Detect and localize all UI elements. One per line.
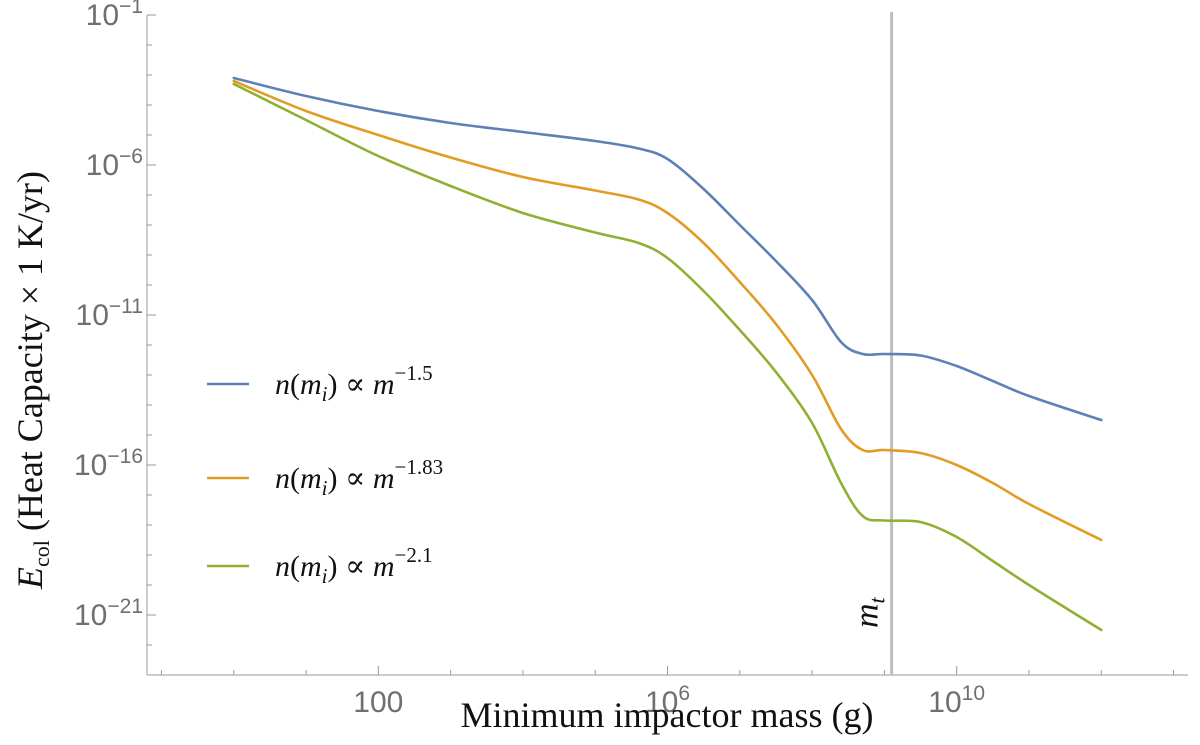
legend-var: m <box>373 462 395 495</box>
y-tick-exponent: −16 <box>107 445 143 468</box>
legend-var: m <box>373 368 395 401</box>
legend-func: n <box>275 368 290 401</box>
legend-exponent: −1.83 <box>395 455 444 479</box>
x-tick-base: 100 <box>353 686 403 719</box>
legend-arg-subscript: i <box>322 564 328 588</box>
y-tick-exponent: −6 <box>119 145 143 168</box>
legend-arg-subscript: i <box>322 476 328 500</box>
legend-relation: ∝ <box>338 368 373 401</box>
legend-paren-close: ) <box>328 550 338 583</box>
y-axis-symbol: E <box>10 567 50 590</box>
legend-exponent: −2.1 <box>395 543 433 567</box>
y-tick-label: 10−6 <box>86 145 143 182</box>
series-lines <box>232 76 1103 632</box>
legend-var: m <box>373 550 395 583</box>
legend-arg: m <box>300 368 322 401</box>
legend-relation: ∝ <box>338 462 373 495</box>
y-axis-spacer <box>10 531 50 540</box>
legend-arg-subscript: i <box>322 382 328 406</box>
series-line-2 <box>232 79 1103 542</box>
legend-func: n <box>275 462 290 495</box>
legend: n(mi) ∝ m−1.5n(mi) ∝ m−1.83n(mi) ∝ m−2.1 <box>207 361 443 588</box>
threshold-label: mt <box>849 596 890 628</box>
legend-item-2: n(mi) ∝ m−1.83 <box>207 455 443 500</box>
legend-paren-open: ( <box>290 550 300 583</box>
legend-item-3: n(mi) ∝ m−2.1 <box>207 543 433 588</box>
legend-label: n(mi) ∝ m−2.1 <box>275 543 433 588</box>
y-tick-exponent: −11 <box>109 295 143 318</box>
y-tick-label: 10−1 <box>86 0 143 32</box>
x-tick-label: 1010 <box>928 682 985 719</box>
y-axis-title-text: Ecol (Heat Capacity × 1 K/yr) <box>10 171 54 590</box>
legend-arg: m <box>300 462 322 495</box>
legend-paren-open: ( <box>290 368 300 401</box>
series-line-1 <box>232 76 1103 422</box>
x-tick-base: 10 <box>645 686 678 719</box>
y-tick-exponent: −21 <box>107 595 143 618</box>
threshold-mass-marker: mt <box>849 12 894 675</box>
legend-relation: ∝ <box>338 550 373 583</box>
y-tick-label: 10−11 <box>76 295 143 332</box>
legend-paren-close: ) <box>328 462 338 495</box>
y-tick-label: 10−21 <box>74 595 143 632</box>
y-axis-title: Ecol (Heat Capacity × 1 K/yr) <box>10 171 54 590</box>
threshold-label-subscript: t <box>865 596 890 603</box>
y-tick-base: 10 <box>86 149 119 182</box>
series-line-3 <box>232 82 1103 632</box>
y-tick-base: 10 <box>86 0 119 32</box>
y-axis-rest: (Heat Capacity × 1 K/yr) <box>10 171 50 531</box>
legend-paren-close: ) <box>328 368 338 401</box>
y-tick-base: 10 <box>76 299 109 332</box>
legend-label: n(mi) ∝ m−1.5 <box>275 361 433 406</box>
legend-func: n <box>275 550 290 583</box>
legend-item-1: n(mi) ∝ m−1.5 <box>207 361 433 406</box>
y-tick-base: 10 <box>74 599 107 632</box>
y-axis-subscript: col <box>29 540 54 567</box>
x-tick-label: 100 <box>353 686 403 719</box>
threshold-label-symbol: m <box>849 603 886 628</box>
legend-paren-open: ( <box>290 462 300 495</box>
legend-exponent: −1.5 <box>395 361 433 385</box>
x-tick-base: 10 <box>928 686 961 719</box>
y-tick-base: 10 <box>74 449 107 482</box>
legend-arg: m <box>300 550 322 583</box>
tick-marks <box>147 14 1175 676</box>
y-tick-exponent: −1 <box>119 0 143 18</box>
x-tick-exponent: 10 <box>962 682 985 705</box>
x-axis-title: Minimum impactor mass (g) <box>461 695 874 735</box>
legend-label: n(mi) ∝ m−1.83 <box>275 455 443 500</box>
y-tick-label: 10−16 <box>74 445 143 482</box>
x-tick-label: 106 <box>645 682 690 719</box>
x-tick-exponent: 6 <box>678 682 690 705</box>
